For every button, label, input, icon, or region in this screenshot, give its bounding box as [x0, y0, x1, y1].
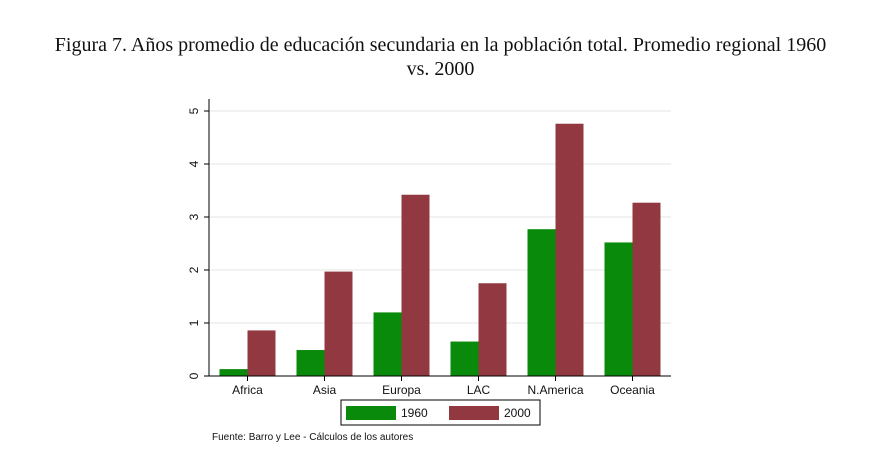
legend-swatch-2000	[449, 406, 499, 420]
bar-1960-oceania	[604, 242, 633, 376]
bar-1960-asia	[296, 350, 325, 376]
x-tick-label: N.America	[527, 383, 583, 397]
chart-title-line1: Figura 7. Años promedio de educación sec…	[54, 34, 827, 56]
bar-2000-oceania	[632, 202, 661, 376]
chart-title-line2: vs. 2000	[406, 58, 475, 80]
y-tick-label: 3	[187, 213, 201, 220]
bar-1960-africa	[219, 369, 248, 376]
x-tick-label: LAC	[467, 383, 491, 397]
legend-label-2000: 2000	[504, 406, 531, 420]
bar-2000-asia	[324, 271, 353, 376]
x-tick-label: Europa	[382, 383, 421, 397]
bar-1960-lac	[450, 341, 479, 376]
y-tick-label: 4	[187, 160, 201, 167]
source-note: Fuente: Barro y Lee - Cálculos de los au…	[212, 432, 414, 443]
x-tick-label: Africa	[232, 383, 263, 397]
y-tick-label: 1	[187, 319, 201, 326]
bar-2000-lac	[478, 283, 507, 376]
legend-label-1960: 1960	[401, 406, 428, 420]
bar-2000-n-america	[555, 123, 584, 376]
bar-2000-europa	[401, 194, 430, 376]
legend-swatch-1960	[346, 406, 396, 420]
y-tick-label: 5	[187, 107, 201, 114]
x-tick-label: Asia	[313, 383, 337, 397]
bar-1960-n-america	[527, 229, 556, 376]
bar-1960-europa	[373, 312, 402, 376]
chart-title: Figura 7. Años promedio de educación sec…	[0, 33, 881, 81]
bar-2000-africa	[247, 330, 276, 376]
x-tick-label: Oceania	[610, 383, 655, 397]
y-tick-label: 0	[187, 372, 201, 379]
y-tick-label: 2	[187, 266, 201, 273]
